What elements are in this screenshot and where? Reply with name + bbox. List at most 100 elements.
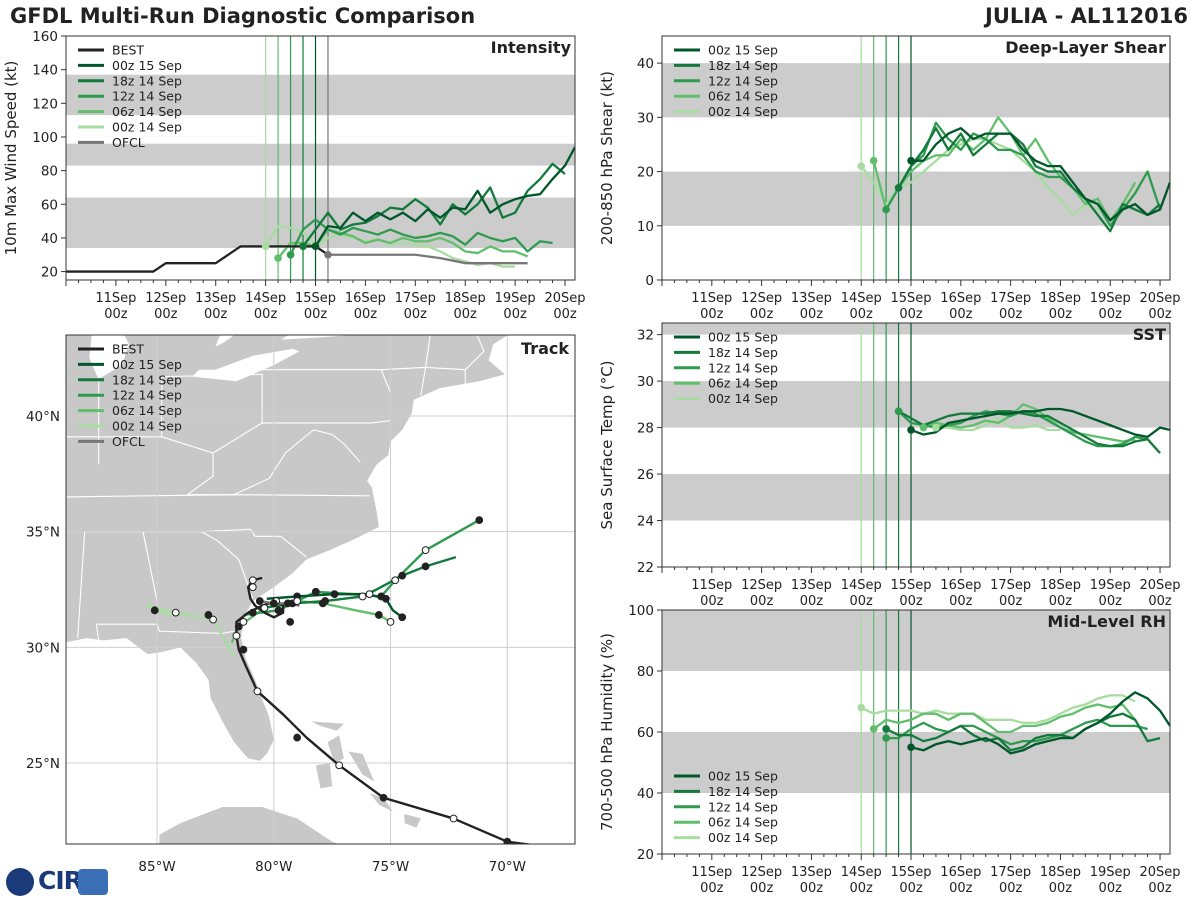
xtick-day-16: 16Sep xyxy=(940,291,981,306)
lake-erie xyxy=(192,348,300,382)
best-track-point xyxy=(335,761,344,770)
xtick-hour-15: 00z xyxy=(899,594,923,609)
sst-plot-area xyxy=(662,323,1170,567)
rh-title: Mid-Level RH xyxy=(1047,612,1166,631)
xtick-day-17: 17Sep xyxy=(990,291,1031,306)
xtick-hour-15: 00z xyxy=(304,307,328,322)
xtick-day-17: 17Sep xyxy=(395,291,436,306)
xtick-day-20: 20Sep xyxy=(1140,578,1181,593)
xtick-day-18: 18Sep xyxy=(1040,865,1081,880)
legend-label-best: BEST xyxy=(112,43,144,58)
track-point-12z-14-sep xyxy=(421,546,430,555)
legend-label-00z-14-sep: 00z 14 Sep xyxy=(708,104,778,119)
xtick-hour-12: 00z xyxy=(750,881,774,896)
ytick-label-20: 20 xyxy=(637,165,654,181)
init-marker-12z-14-sep xyxy=(286,250,295,259)
best-track-point xyxy=(253,687,262,696)
boundary-ma-nh xyxy=(464,335,485,371)
xtick-hour-19: 00z xyxy=(503,307,527,322)
xtick-day-16: 16Sep xyxy=(940,865,981,880)
storm-label: JULIA - AL112016 xyxy=(985,4,1188,28)
band-32-32.5 xyxy=(662,323,1170,335)
init-marker-06z-14-sep xyxy=(274,254,282,262)
sst-panel: 22242628303211Sep00z12Sep00z13Sep00z14Se… xyxy=(598,322,1181,609)
sst-ylabel: Sea Surface Temp (°C) xyxy=(598,360,616,529)
xtick-day-19: 19Sep xyxy=(1090,578,1131,593)
shear-panel: 01020304011Sep00z12Sep00z13Sep00z14Sep00… xyxy=(598,35,1181,322)
legend-label-best: BEST xyxy=(112,342,144,357)
rh-ylabel: 700-500 hPa Humidity (%) xyxy=(598,633,616,831)
xtick-hour-12: 00z xyxy=(750,307,774,322)
intensity-title: Intensity xyxy=(491,38,572,57)
xtick-day-19: 19Sep xyxy=(495,291,536,306)
track-point-00z-15-sep xyxy=(398,613,407,622)
track-point-00z-14-sep xyxy=(209,615,217,624)
ytick-label-60: 60 xyxy=(637,725,654,741)
track-point-00z-14-sep xyxy=(150,606,159,615)
series-line-00z-15-sep xyxy=(910,407,1170,439)
ofcl-track-point xyxy=(269,599,278,608)
xtick-day-12: 12Sep xyxy=(741,291,782,306)
xtick-day-14: 14Sep xyxy=(841,291,882,306)
xtick-hour-19: 00z xyxy=(1099,594,1123,609)
init-marker-00z-15-sep xyxy=(311,242,320,251)
lat-label-30-n: 30°N xyxy=(26,640,60,656)
best-track-point xyxy=(379,793,388,802)
ytick-label-22: 22 xyxy=(637,560,654,576)
init-marker-06z-14-sep xyxy=(869,156,878,165)
xtick-day-20: 20Sep xyxy=(1140,865,1181,880)
xtick-day-19: 19Sep xyxy=(1090,291,1131,306)
xtick-day-13: 13Sep xyxy=(791,291,832,306)
band-10-20 xyxy=(662,171,1170,226)
track-point-06z-14-sep xyxy=(374,611,383,619)
init-marker-12z-14-sep xyxy=(882,734,890,742)
legend-label-00z-15-sep: 00z 15 Sep xyxy=(708,330,778,345)
legend-label-18z-14-sep: 18z 14 Sep xyxy=(112,73,182,88)
track-title: Track xyxy=(521,339,569,358)
lon-label-75-w: 75°W xyxy=(372,859,409,875)
track-point-12z-14-sep xyxy=(311,587,320,596)
xtick-hour-13: 00z xyxy=(204,307,228,322)
xtick-day-17: 17Sep xyxy=(990,578,1031,593)
ofcl-init-marker xyxy=(324,250,332,259)
legend-label-00z-15-sep: 00z 15 Sep xyxy=(112,357,182,372)
best-track-line xyxy=(235,576,534,844)
track-plot-area xyxy=(66,335,575,844)
lake-huron xyxy=(215,335,235,347)
xtick-hour-14: 00z xyxy=(850,307,874,322)
init-marker-12z-14-sep xyxy=(894,407,903,416)
ytick-label-100: 100 xyxy=(32,130,58,146)
boundary-alabama-west xyxy=(77,531,86,639)
land-cuba xyxy=(159,806,339,844)
xtick-day-17: 17Sep xyxy=(990,865,1031,880)
series-line-18z-14-sep xyxy=(885,712,1161,752)
xtick-hour-14: 00z xyxy=(850,594,874,609)
band-83-96 xyxy=(66,143,575,166)
xtick-hour-17: 00z xyxy=(999,594,1023,609)
lon-label-85-w: 85°W xyxy=(138,859,175,875)
band-80-100 xyxy=(662,610,1170,671)
xtick-hour-17: 00z xyxy=(404,307,428,322)
ytick-label-80: 80 xyxy=(41,164,58,180)
legend-label-00z-15-sep: 00z 15 Sep xyxy=(708,43,778,58)
init-marker-00z-15-sep xyxy=(907,426,915,434)
track-point-06z-14-sep xyxy=(318,599,327,608)
init-marker-00z-14-sep xyxy=(857,703,866,712)
xtick-hour-19: 00z xyxy=(1099,881,1123,896)
series-line-00z-15-sep xyxy=(911,127,1170,222)
track-point-12z-14-sep xyxy=(274,606,283,615)
legend-label-18z-14-sep: 18z 14 Sep xyxy=(112,372,182,387)
cira-logo: CIRA xyxy=(6,866,111,898)
xtick-hour-20: 00z xyxy=(1148,594,1172,609)
intensity-frame xyxy=(65,35,576,281)
xtick-day-16: 16Sep xyxy=(940,578,981,593)
xtick-day-12: 12Sep xyxy=(741,865,782,880)
ytick-label-40: 40 xyxy=(637,786,654,802)
best-track-point xyxy=(293,733,302,742)
boundary-georgia-sc xyxy=(201,531,254,599)
legend-label-00z-15-sep: 00z 15 Sep xyxy=(112,58,182,73)
xtick-day-14: 14Sep xyxy=(841,865,882,880)
best-track-point xyxy=(248,576,257,585)
